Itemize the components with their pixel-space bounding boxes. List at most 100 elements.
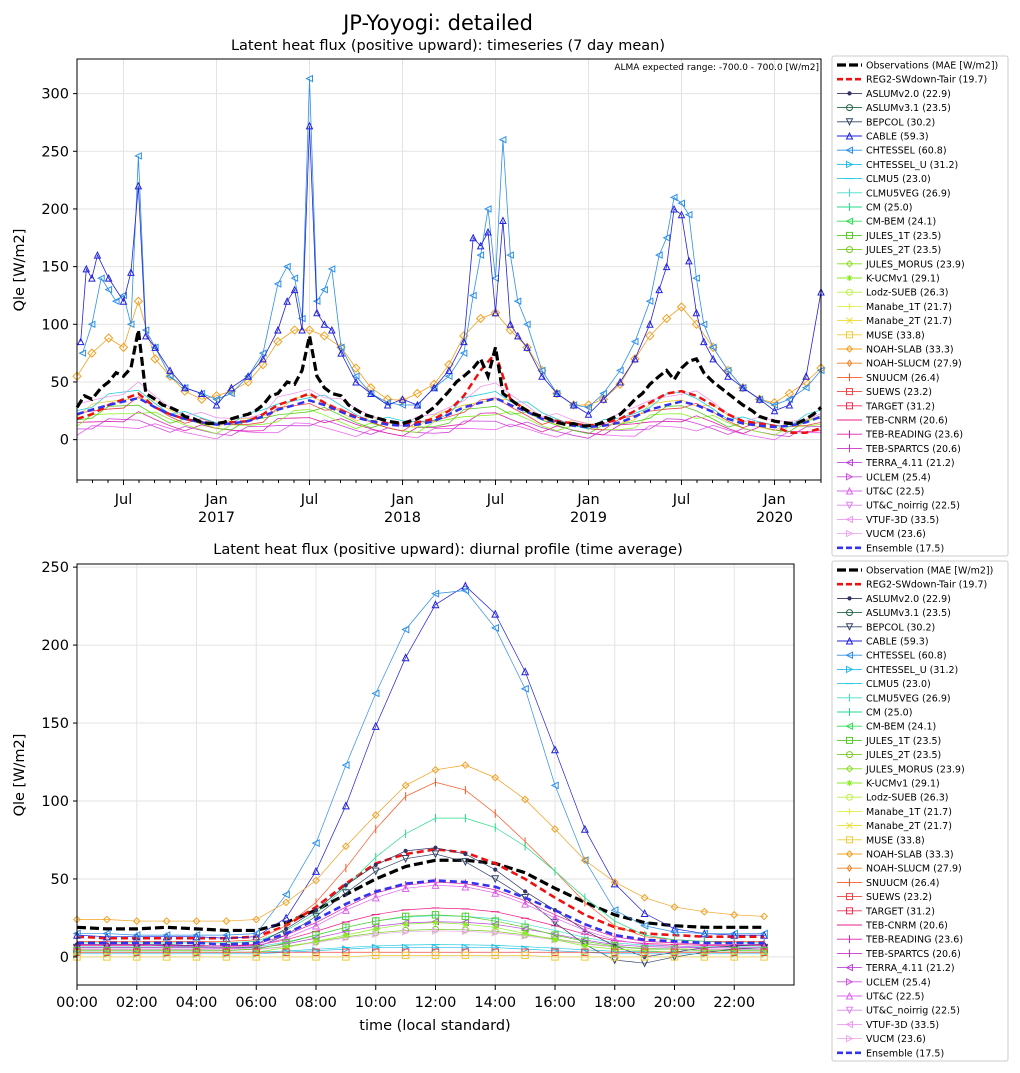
timeseries-chtessel-marker [513, 297, 522, 306]
legend-entry: ASLUMv2.0 (22.9) [837, 594, 951, 605]
diurnal-series-marker [371, 689, 380, 698]
timeseries-xtick-label: Jan [204, 492, 227, 508]
timeseries-legend: Observations (MAE [W/m2]) REG2-SWdown-Tai… [831, 55, 1009, 557]
legend-entry: BEPCOL (30.2) [837, 117, 935, 128]
legend-label: CM (25.0) [866, 708, 912, 719]
legend-entry: JULES_MORUS (23.9) [837, 764, 965, 775]
timeseries-cable-marker [700, 337, 708, 346]
timeseries-noah-slab-marker [118, 342, 129, 353]
legend-marker-swatch [845, 765, 854, 773]
diurnal-series-marker [551, 953, 559, 961]
legend-entry: K-UCMv1 (29.1) [837, 274, 940, 285]
diurnal-series-marker [611, 948, 619, 956]
diurnal-xtick-label: 18:00 [594, 995, 636, 1011]
diurnal-series-marker [103, 953, 111, 961]
diurnal-series-line [77, 781, 765, 942]
diurnal-model-marker [372, 930, 380, 938]
timeseries-cable-marker [484, 227, 492, 236]
timeseries-ytick-label: 50 [51, 375, 69, 391]
legend-label: VTUF-3D (33.5) [866, 515, 939, 526]
legend-label: TEB-CNRM (20.6) [865, 416, 948, 427]
timeseries-cable-marker [523, 343, 531, 351]
timeseries-xtick-label: Jan [576, 492, 599, 508]
legend-marker-swatch [846, 822, 853, 829]
diurnal-series-marker [551, 936, 559, 943]
legend-label: CLMU5VEG (26.9) [866, 188, 951, 199]
legend-entry: Manabe_1T (21.7) [837, 302, 952, 313]
legend-label: TARGET (31.2) [865, 401, 935, 412]
diurnal-series-marker [463, 851, 468, 857]
legend-label: TEB-READING (23.6) [865, 430, 963, 441]
diurnal-series-marker [461, 761, 470, 770]
diurnal-series-line [77, 955, 765, 958]
diurnal-series-marker [611, 953, 619, 961]
diurnal-series-marker [730, 910, 739, 919]
timeseries-chtessel-marker [469, 291, 477, 300]
diurnal-ytick-label: 100 [41, 794, 69, 810]
diurnal-panel: Latent heat flux (positive upward): diur… [12, 542, 795, 1034]
legend-entry: ASLUMv3.1 (23.5) [837, 608, 951, 619]
diurnal-series-marker [282, 898, 291, 907]
legend-label: ASLUMv2.0 (22.9) [866, 594, 951, 605]
legend-entry: JULES_2T (23.5) [837, 750, 941, 761]
diurnal-series-marker [222, 917, 231, 925]
diurnal-series-line [77, 914, 765, 952]
diurnal-series-marker [102, 929, 111, 938]
diurnal-model-line [77, 907, 765, 947]
timeseries-chtessel-marker [552, 389, 561, 398]
legend-marker-swatch [845, 963, 853, 972]
diurnal-series-marker [282, 913, 291, 922]
legend-label: TEB-SPARTCS (20.6) [865, 444, 961, 455]
legend-entry: MUSE (33.8) [837, 835, 925, 846]
diurnal-series-marker [461, 858, 470, 867]
timeseries-cable-marker [616, 377, 624, 386]
legend-marker-swatch [845, 1020, 853, 1029]
legend-marker-swatch [846, 388, 853, 396]
diurnal-series-marker [341, 889, 350, 898]
legend-entry: TERRA_4.11 (21.2) [837, 458, 955, 469]
legend-entry: BEPCOL (30.2) [837, 622, 935, 633]
timeseries-cable-marker [305, 121, 314, 130]
diurnal-series-marker [222, 948, 231, 956]
diurnal-series-marker [640, 921, 649, 930]
legend-label: TEB-CNRM (20.6) [865, 921, 948, 932]
legend-entry: CHTESSEL_U (31.2) [837, 160, 958, 171]
timeseries-cable-line [80, 125, 822, 415]
legend-label: Manabe_2T (21.7) [866, 316, 952, 327]
diurnal-series-marker [610, 906, 619, 915]
diurnal-series-marker [103, 948, 111, 956]
timeseries-chtessel-marker [351, 372, 360, 381]
timeseries-noah-slab-marker [630, 354, 640, 364]
timeseries-chtessel-marker [645, 297, 654, 306]
diurnal-ytick-label: 50 [51, 872, 69, 888]
diurnal-series-line [76, 848, 765, 940]
legend-label: CHTESSEL (60.8) [866, 146, 947, 157]
diurnal-series-marker [581, 942, 589, 950]
diurnal-series-marker [313, 908, 319, 913]
timeseries-chtessel-marker [119, 291, 127, 300]
diurnal-series-marker [371, 721, 380, 730]
timeseries-noah-slab-marker [87, 348, 97, 358]
legend-entry: VUCM (23.6) [837, 1034, 926, 1045]
legend-entry: CHTESSEL (60.8) [837, 146, 947, 157]
timeseries-cable-marker [670, 204, 678, 213]
diurnal-series-marker [760, 953, 768, 961]
diurnal-series-marker [373, 862, 378, 868]
diurnal-model-marker [402, 928, 410, 936]
diurnal-series-marker [490, 623, 499, 632]
legend-label: NOAH-SLUCM (27.9) [866, 864, 962, 875]
diurnal-series-marker [760, 948, 768, 956]
legend-entry: Lodz-SUEB (26.3) [837, 288, 948, 299]
legend-label: VUCM (23.6) [866, 529, 926, 540]
legend-label: NOAH-SLAB (33.3) [866, 850, 954, 861]
diurnal-series-marker [491, 888, 500, 897]
legend-label: Ensemble (17.5) [866, 1048, 944, 1059]
diurnal-series-marker [312, 953, 320, 961]
timeseries-noah-slab-marker [676, 302, 687, 312]
timeseries-cable-marker [367, 389, 375, 397]
legend-entry: UT&C_noirrig (22.5) [837, 1006, 960, 1017]
timeseries-cable-marker [662, 262, 671, 271]
legend-label: K-UCMv1 (29.1) [866, 779, 940, 790]
timeseries-chtessel-marker [320, 285, 328, 294]
legend-marker-swatch [846, 893, 853, 901]
